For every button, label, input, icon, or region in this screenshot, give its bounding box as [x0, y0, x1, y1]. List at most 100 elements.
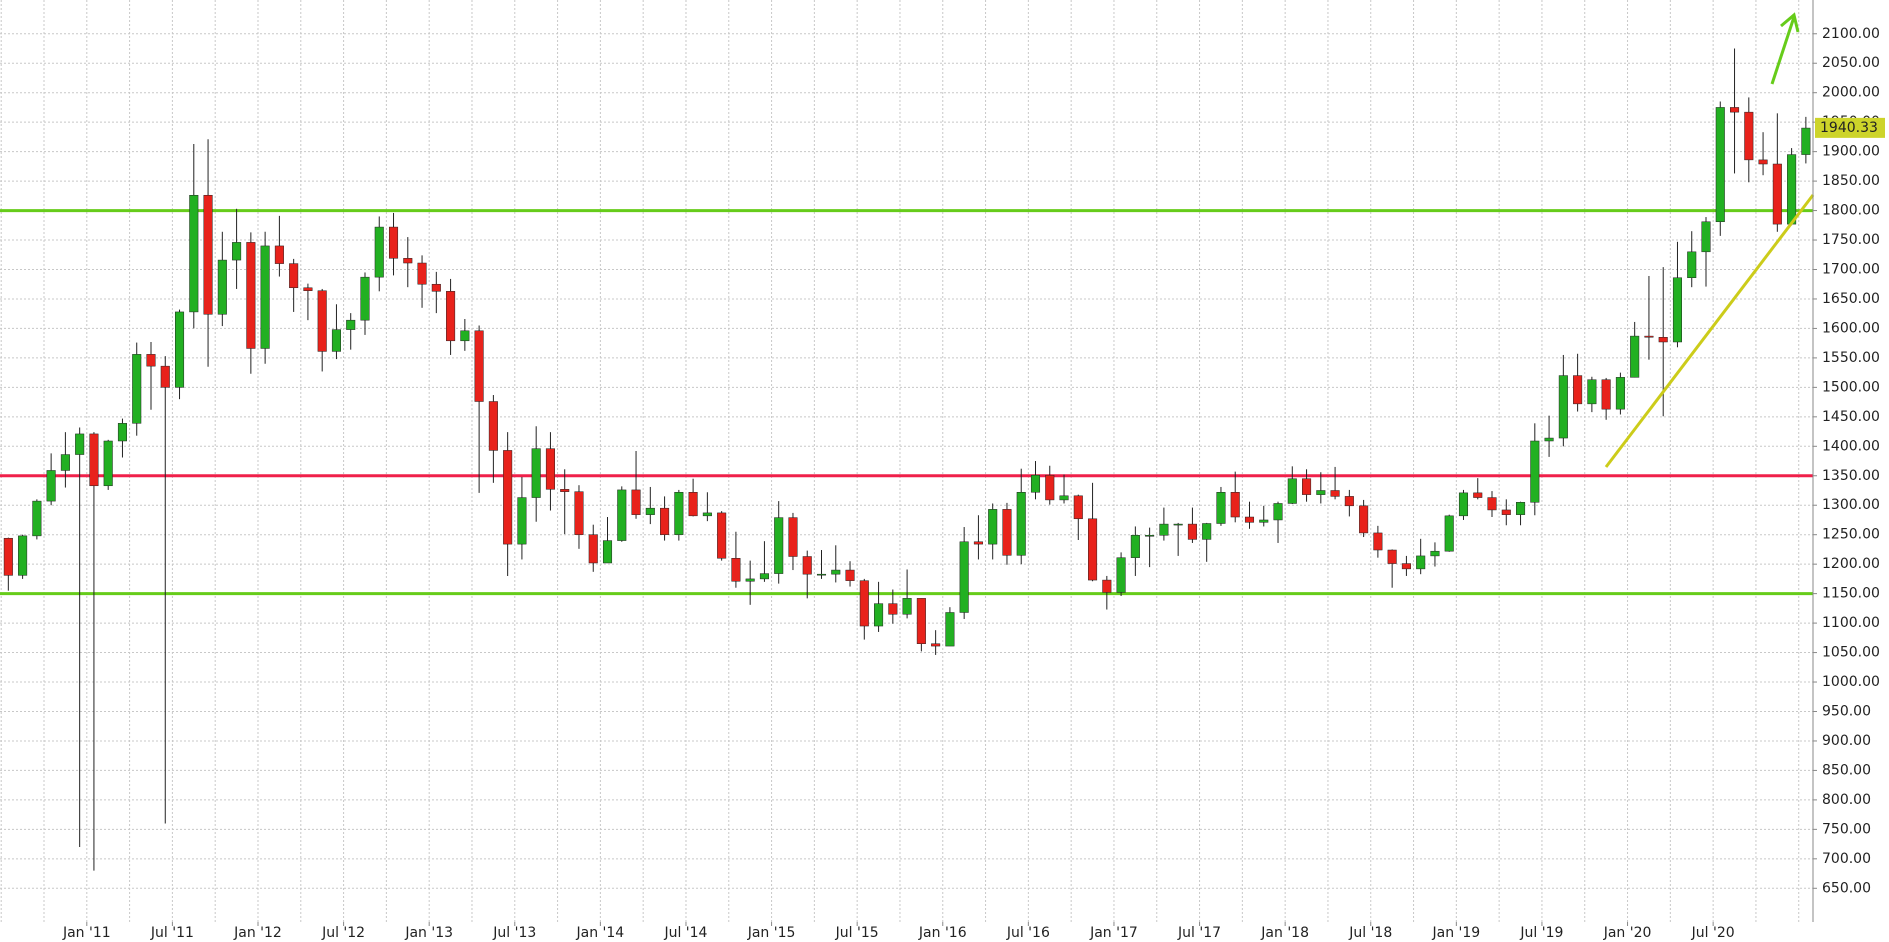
candle-body — [60, 454, 70, 471]
candle-body — [317, 290, 327, 352]
candle-body — [46, 470, 56, 502]
y-tick-label: 1050.00 — [1822, 645, 1880, 661]
y-tick-label: 750.00 — [1822, 821, 1871, 837]
candle-body — [346, 319, 356, 330]
candle-body — [973, 541, 983, 545]
y-tick-label: 1800.00 — [1822, 203, 1880, 219]
x-tick-label: Jul '16 — [1006, 925, 1050, 941]
y-tick-label: 1600.00 — [1822, 320, 1880, 336]
x-tick-label: Jul '17 — [1177, 925, 1221, 941]
candle-body — [160, 365, 170, 388]
candle-body — [1187, 523, 1197, 540]
candle-body — [574, 491, 584, 535]
x-tick-label: Jan '14 — [576, 925, 625, 941]
candle-body — [1030, 474, 1041, 493]
candle-body — [18, 535, 28, 576]
candle-body — [1145, 535, 1155, 537]
candle-body — [1473, 492, 1483, 498]
candle-body — [431, 283, 441, 292]
candle-body — [1687, 251, 1697, 278]
candle-body — [717, 512, 727, 559]
candle-body — [745, 578, 755, 582]
candle-body — [474, 330, 484, 402]
y-tick-label: 1700.00 — [1822, 261, 1880, 277]
candle-body — [1458, 492, 1469, 517]
y-tick-label: 900.00 — [1822, 733, 1871, 749]
candle-body — [1615, 377, 1625, 410]
candle-body — [1059, 495, 1069, 501]
candle-body — [1016, 492, 1026, 556]
candle-body — [945, 612, 955, 647]
y-tick-label: 2050.00 — [1822, 55, 1880, 71]
candle-body — [1045, 474, 1055, 501]
candle-body — [1259, 519, 1269, 523]
y-tick-label: 1150.00 — [1822, 586, 1880, 602]
x-tick-label: Jan '15 — [747, 925, 796, 941]
candle-body — [631, 489, 641, 515]
candle-body — [931, 643, 941, 647]
candle-body — [117, 423, 127, 442]
candle-body — [1116, 557, 1126, 593]
candle-body — [1359, 505, 1369, 534]
candle-body — [260, 245, 270, 349]
candle-body — [688, 492, 698, 517]
candle-body — [1530, 440, 1540, 503]
candle-body — [1002, 509, 1012, 556]
candle-body — [831, 569, 841, 575]
candle-body — [731, 558, 741, 582]
candle-body — [460, 330, 470, 342]
candle-body — [1573, 375, 1583, 405]
candle-body — [1173, 523, 1183, 526]
candle-body — [303, 287, 313, 291]
candle-body — [146, 354, 156, 367]
candle-body — [1715, 107, 1725, 223]
x-tick-label: Jan '19 — [1431, 925, 1480, 941]
candle-body — [1159, 523, 1169, 536]
candle-body — [916, 598, 926, 644]
candle-body — [1487, 497, 1497, 511]
y-tick-label: 1400.00 — [1822, 438, 1880, 454]
candle-body — [1772, 163, 1782, 225]
candle-body — [331, 329, 341, 352]
up-arrow — [1770, 12, 1800, 85]
candle-body — [1701, 221, 1711, 253]
candle-body — [1544, 437, 1554, 442]
candle-body — [588, 534, 598, 564]
candle-body — [1630, 335, 1640, 378]
candle-body — [203, 194, 213, 315]
y-tick-label: 650.00 — [1822, 880, 1871, 896]
candle-body — [32, 500, 42, 537]
candle-body — [1387, 549, 1397, 564]
y-tick-label: 1900.00 — [1822, 144, 1880, 160]
candle-body — [1730, 107, 1740, 113]
x-tick-label: Jan '11 — [62, 925, 111, 941]
candle-body — [446, 291, 456, 342]
candle-body — [788, 517, 798, 557]
x-tick-label: Jan '17 — [1089, 925, 1138, 941]
trend-line — [1604, 194, 1815, 468]
candle-body — [374, 226, 384, 278]
candle-body — [1601, 379, 1611, 410]
y-tick-label: 2100.00 — [1822, 26, 1880, 42]
candle-body — [1202, 523, 1212, 540]
y-tick-label: 2000.00 — [1822, 85, 1880, 101]
candle-body — [75, 433, 85, 455]
candle-body — [902, 598, 912, 615]
candle-body — [503, 450, 513, 545]
candle-body — [217, 259, 227, 315]
y-tick-label: 950.00 — [1822, 703, 1871, 719]
candle-body — [859, 580, 869, 627]
candles — [3, 48, 1811, 871]
candle-body — [232, 242, 242, 261]
candle-body — [702, 512, 712, 517]
candle-body — [1302, 478, 1312, 495]
grid — [0, 0, 1813, 922]
y-tick-label: 700.00 — [1822, 851, 1871, 867]
candle-body — [1401, 563, 1411, 570]
level-lines — [0, 209, 1813, 596]
x-tick-label: Jan '18 — [1260, 925, 1309, 941]
candle-body — [1230, 492, 1240, 518]
candle-body — [660, 507, 670, 535]
candle-body — [1558, 375, 1568, 439]
